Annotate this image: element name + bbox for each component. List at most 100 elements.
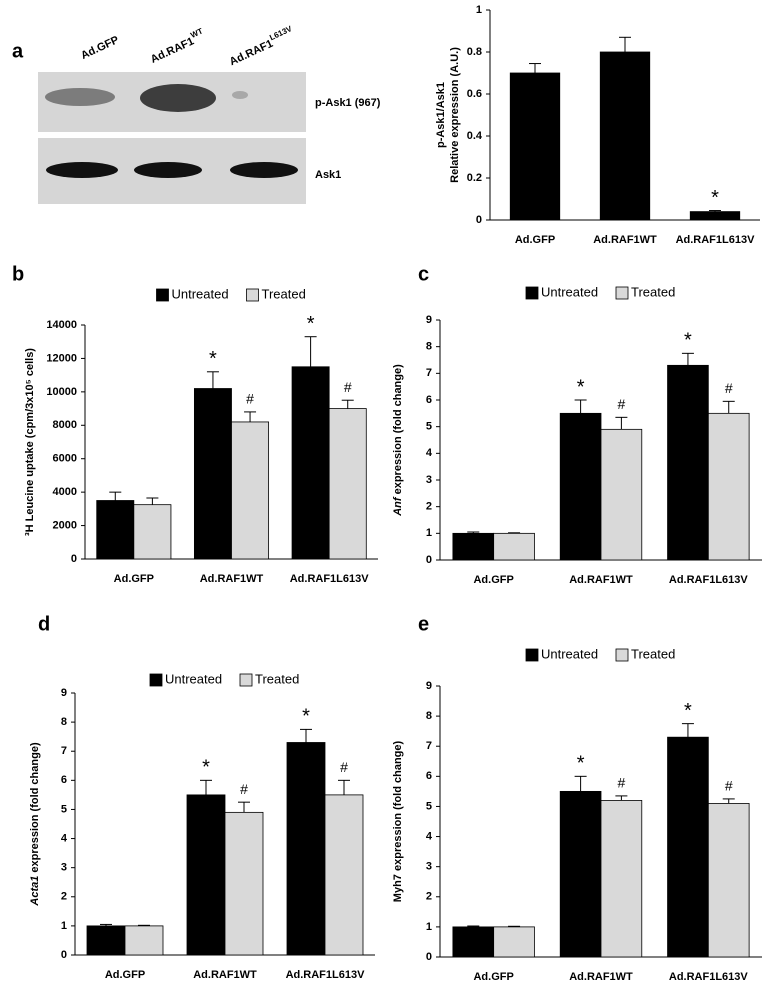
y-tick-label: 2000	[53, 519, 77, 531]
y-tick-label: 3	[426, 474, 432, 486]
error-bar	[529, 63, 541, 73]
error-bar	[615, 416, 628, 430]
significance-marker: #	[617, 396, 625, 412]
y-axis-label: Anf expression (fold change)	[392, 364, 404, 517]
y-tick-label: 1	[426, 527, 432, 539]
bar	[667, 364, 709, 561]
blot-row-label: Ask1	[315, 169, 341, 181]
x-tick-label: Ad.RAF1WT	[593, 234, 657, 246]
y-axis-label-part: ³H Leucine uptake (cpm/3x10⁵ cells)	[24, 348, 36, 536]
y-axis-label: ³H Leucine uptake (cpm/3x10⁵ cells)	[24, 348, 36, 536]
bar	[667, 736, 709, 958]
y-tick-label: 0	[61, 949, 67, 961]
y-tick-label: 8	[426, 710, 432, 722]
bar	[224, 811, 264, 956]
bar	[96, 500, 135, 560]
error-bar	[508, 532, 521, 534]
legend-label: Untreated	[165, 671, 222, 686]
y-axis-label-part: Anf	[392, 496, 404, 517]
blot-lane-label: Ad.RAF1L613V	[226, 24, 297, 68]
blot-band	[230, 162, 298, 178]
legend-label: Treated	[631, 646, 675, 661]
y-axis-label-part: Relative expression (A.U.)	[449, 47, 461, 183]
bar	[193, 388, 232, 560]
y-tick-label: 5	[426, 421, 432, 433]
significance-marker: *	[577, 376, 585, 398]
lane-sup: WT	[189, 27, 204, 40]
legend-label: Treated	[255, 671, 299, 686]
y-tick-label: 9	[426, 680, 432, 692]
panel-label: c	[418, 263, 429, 285]
y-tick-label: 9	[61, 687, 67, 699]
bar	[86, 925, 126, 956]
legend-swatch	[239, 673, 253, 687]
significance-marker: *	[684, 700, 692, 722]
error-bar	[722, 400, 735, 414]
y-tick-label: 2	[426, 891, 432, 903]
y-tick-label: 8000	[53, 419, 77, 431]
bar	[286, 742, 326, 956]
legend-swatch	[525, 648, 539, 662]
bar	[600, 800, 643, 958]
significance-marker: #	[340, 759, 348, 775]
blot-lane-label: Ad.RAF1WT	[147, 27, 207, 66]
y-tick-label: 12000	[46, 352, 77, 364]
y-tick-label: 14000	[46, 319, 77, 331]
x-tick-label: Ad.RAF1WT	[569, 971, 633, 983]
y-tick-label: 3	[61, 862, 67, 874]
significance-marker: #	[725, 380, 733, 396]
x-tick-label: Ad.RAF1L613V	[669, 574, 749, 586]
blot-lane-label: Ad.GFP	[79, 34, 121, 62]
bar	[559, 790, 602, 958]
bar	[452, 926, 495, 958]
y-tick-label: 7	[426, 740, 432, 752]
y-tick-label: 7	[426, 367, 432, 379]
significance-marker: #	[617, 775, 625, 791]
error-bar	[338, 779, 350, 795]
y-tick-label: 4000	[53, 486, 77, 498]
lane-base: Ad.GFP	[79, 34, 121, 62]
x-tick-label: Ad.GFP	[105, 969, 145, 981]
bar	[599, 51, 651, 221]
legend-swatch	[525, 286, 539, 300]
x-tick-label: Ad.GFP	[473, 971, 513, 983]
y-tick-label: 0.4	[467, 130, 483, 142]
error-bar	[508, 925, 521, 927]
legend-swatch	[156, 288, 169, 302]
y-tick-label: 4	[61, 832, 68, 844]
y-tick-label: 0	[476, 214, 482, 226]
legend-label: Untreated	[541, 284, 598, 299]
bar	[291, 366, 330, 560]
bar	[707, 803, 750, 958]
error-bar	[574, 775, 587, 792]
error-bar	[244, 411, 257, 422]
y-tick-label: 1	[61, 920, 67, 932]
bar	[133, 504, 172, 560]
y-axis-label-part: expression (fold change)	[29, 742, 41, 876]
y-tick-label: 6	[426, 770, 432, 782]
blot-band	[232, 91, 248, 99]
x-tick-label: Ad.RAF1L613V	[286, 969, 366, 981]
y-tick-label: 1	[426, 921, 432, 933]
blot-band	[46, 162, 118, 178]
y-tick-label: 2	[426, 501, 432, 513]
y-tick-label: 7	[61, 745, 67, 757]
significance-marker: *	[209, 348, 217, 370]
bar	[452, 532, 495, 561]
bar	[231, 421, 270, 560]
bar	[600, 428, 643, 561]
y-tick-label: 8	[61, 716, 67, 728]
y-axis-label: p-Ask1/Ask1 Relative expression (A.U.)	[435, 47, 461, 183]
panel-label: e	[418, 613, 429, 635]
error-bar	[109, 491, 122, 501]
bar	[124, 925, 164, 956]
panel-label: b	[12, 263, 24, 285]
y-tick-label: 1	[476, 4, 482, 16]
y-tick-label: 4	[426, 830, 433, 842]
error-bar	[341, 399, 354, 409]
legend-swatch	[615, 648, 629, 662]
y-tick-label: 5	[426, 800, 432, 812]
x-tick-label: Ad.GFP	[473, 574, 513, 586]
y-tick-label: 0.8	[467, 46, 482, 58]
